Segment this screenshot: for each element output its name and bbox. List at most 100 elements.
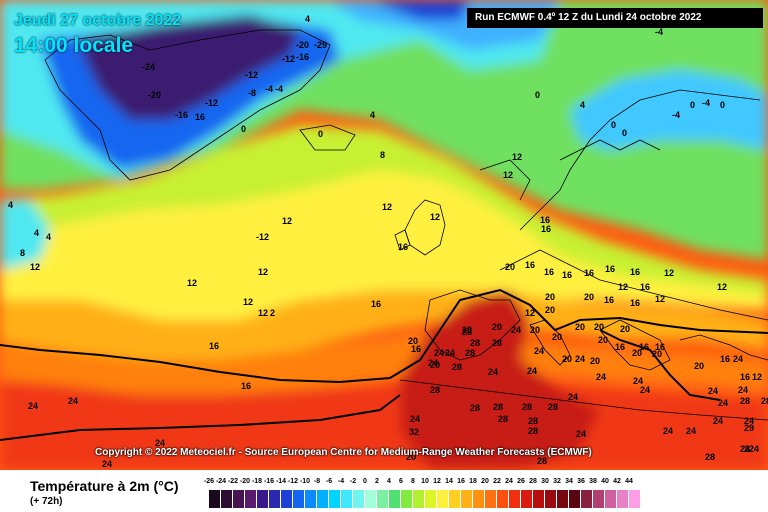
temperature-label: 24 <box>708 386 718 396</box>
temperature-label: 4 <box>34 228 39 238</box>
temperature-label: 20 <box>505 262 515 272</box>
scale-swatch <box>305 490 317 508</box>
scale-swatch <box>413 490 425 508</box>
scale-swatch <box>377 490 389 508</box>
temperature-label: 20 <box>462 325 472 335</box>
temperature-label: 4 <box>580 100 585 110</box>
scale-label: 44 <box>625 478 633 485</box>
zone-scandinavia-blue <box>570 70 768 150</box>
temperature-label: 24 <box>713 416 723 426</box>
temperature-label: 24 <box>534 346 544 356</box>
temperature-label: 28 <box>705 452 715 462</box>
zone-purple <box>80 15 300 120</box>
temperature-label: 20 <box>562 354 572 364</box>
scale-label: 0 <box>363 478 367 485</box>
temperature-label: 12 <box>655 294 665 304</box>
temperature-label: 28 <box>528 416 538 426</box>
scale-swatch <box>365 490 377 508</box>
scale-label: -18 <box>251 478 263 485</box>
temperature-label: 24 <box>740 444 750 454</box>
temperature-label: 28 <box>493 402 503 412</box>
scale-label: 30 <box>541 478 549 485</box>
scale-swatch <box>233 490 245 508</box>
temperature-label: 20 <box>545 305 555 315</box>
temperature-label: 12 <box>187 278 197 288</box>
scale-swatch <box>221 490 233 508</box>
temperature-label: 24 <box>410 414 420 424</box>
temperature-label: 16 <box>544 267 554 277</box>
scale-label: 4 <box>387 478 391 485</box>
temperature-label: 28 <box>470 403 480 413</box>
temperature-label: 24 <box>28 401 38 411</box>
temperature-label: -4 <box>275 84 283 94</box>
scale-label: 38 <box>589 478 597 485</box>
scale-swatch <box>281 490 293 508</box>
temperature-label: 24 <box>68 396 78 406</box>
scale-swatch <box>485 490 497 508</box>
temperature-label: 12 <box>717 282 727 292</box>
temperature-label: 8 <box>380 150 385 160</box>
temperature-label: -12 <box>245 70 258 80</box>
scale-label: 18 <box>469 478 477 485</box>
scale-label: -10 <box>299 478 311 485</box>
scale-label: -12 <box>287 478 299 485</box>
temperature-label: 24 <box>686 426 696 436</box>
temperature-label: 0 <box>318 129 323 139</box>
temperature-label: 24 <box>155 438 165 448</box>
scale-label: 28 <box>529 478 537 485</box>
zone-north-blue <box>370 0 470 20</box>
scale-swatch <box>245 490 257 508</box>
temperature-label: -24 <box>142 62 155 72</box>
temperature-label: 2 <box>270 308 275 318</box>
scale-label: 26 <box>517 478 525 485</box>
zone-dark-orange <box>0 330 768 395</box>
color-scale-swatches <box>209 490 641 508</box>
temperature-label: -20 <box>148 90 161 100</box>
temperature-label: 12 <box>503 170 513 180</box>
temperature-label: 24 <box>663 426 673 436</box>
temperature-label: 20 <box>584 292 594 302</box>
temperature-label: 16 <box>630 267 640 277</box>
scale-swatch <box>389 490 401 508</box>
scale-swatch <box>569 490 581 508</box>
temperature-label: 12 <box>512 152 522 162</box>
scale-label: 22 <box>493 478 501 485</box>
temperature-label: 0 <box>611 120 616 130</box>
forecast-time: 14:00 locale <box>14 34 134 57</box>
temperature-label: 20 <box>590 356 600 366</box>
temperature-label: 12 <box>382 202 392 212</box>
temperature-label: 24 <box>738 385 748 395</box>
temperature-label: 28 <box>522 402 532 412</box>
temperature-label: 24 <box>744 416 754 426</box>
scale-label: 8 <box>411 478 415 485</box>
scale-label: -20 <box>239 478 251 485</box>
temperature-label: 16 <box>640 282 650 292</box>
scale-label: 2 <box>375 478 379 485</box>
scale-swatch <box>401 490 413 508</box>
temperature-label: 224 <box>744 444 759 454</box>
scale-swatch <box>605 490 617 508</box>
copyright-notice: Copyright © 2022 Meteociel.fr - Source E… <box>95 447 592 458</box>
temperature-label: 20 <box>694 361 704 371</box>
temperature-label: 16 <box>562 270 572 280</box>
isotherm-lines <box>0 288 768 441</box>
scale-swatch <box>425 490 437 508</box>
temperature-label: 12 <box>664 268 674 278</box>
scale-swatch <box>293 490 305 508</box>
temperature-label: 12 <box>282 216 292 226</box>
scale-label: 40 <box>601 478 609 485</box>
temperature-label: 20 <box>598 335 608 345</box>
temperature-label: 20 <box>430 360 440 370</box>
temperature-label: -12 <box>205 98 218 108</box>
scale-label: 20 <box>481 478 489 485</box>
temperature-label: 28 <box>430 385 440 395</box>
temperature-label: 8 <box>20 248 25 258</box>
temperature-label: -20 <box>296 40 309 50</box>
temperature-label: 4 <box>8 200 13 210</box>
temperature-label: 0 <box>622 128 627 138</box>
temperature-label: 28 <box>492 338 502 348</box>
scale-swatch <box>257 490 269 508</box>
temperature-label: 28 <box>740 396 750 406</box>
zone-deep-red <box>400 290 600 470</box>
temperature-label: 0 <box>241 124 246 134</box>
